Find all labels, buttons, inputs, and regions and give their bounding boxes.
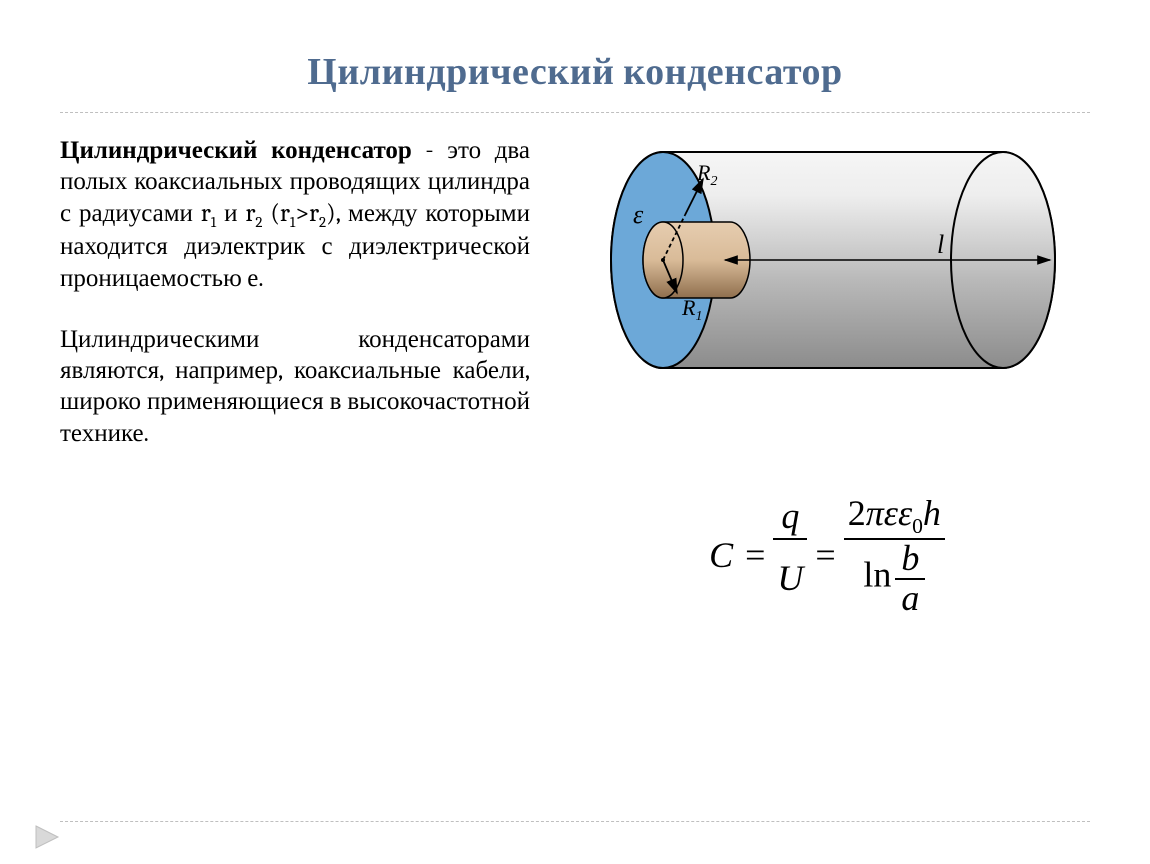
figure-column: ε R2 R1 l C = q = 2πεε0h U xyxy=(560,135,1090,616)
bottom-divider xyxy=(60,821,1090,822)
content-row: Цилиндрический конденсатор - это два пол… xyxy=(60,135,1090,616)
text-column: Цилиндрический конденсатор - это два пол… xyxy=(60,135,530,616)
ln-frac-bot: a xyxy=(901,578,919,618)
formula-lhs: C xyxy=(705,495,737,616)
p1-text-3: (r xyxy=(262,199,289,228)
paragraph-1: Цилиндрический конденсатор - это два пол… xyxy=(60,135,530,294)
frac1-bot: U xyxy=(773,539,807,616)
top-divider xyxy=(60,112,1090,113)
p1-text-2: и r xyxy=(216,199,255,228)
corner-arrow-icon xyxy=(34,824,68,850)
paragraph-2: Цилиндрическими конденсаторами являются,… xyxy=(60,324,530,449)
ln-frac-top: b xyxy=(895,540,925,580)
frac2-top: 2πεε0h xyxy=(844,495,945,539)
formula: C = q = 2πεε0h U lnba xyxy=(705,495,945,616)
formula-eq2: = xyxy=(807,495,843,616)
frac1-top: q xyxy=(773,495,807,539)
label-length: l xyxy=(937,230,944,259)
frac2-bot: lnba xyxy=(844,539,945,616)
ln-prefix: ln xyxy=(863,554,891,594)
term-bold: Цилиндрический конденсатор xyxy=(60,136,412,165)
formula-eq1: = xyxy=(737,495,773,616)
slide: Цилиндрический конденсатор Цилиндрически… xyxy=(0,0,1150,864)
cylinder-diagram: ε R2 R1 l xyxy=(585,135,1065,385)
p1-text-4: >r xyxy=(295,199,319,228)
formula-table: C = q = 2πεε0h U lnba xyxy=(705,495,945,616)
slide-title: Цилиндрический конденсатор xyxy=(60,50,1090,94)
label-epsilon: ε xyxy=(633,200,644,229)
